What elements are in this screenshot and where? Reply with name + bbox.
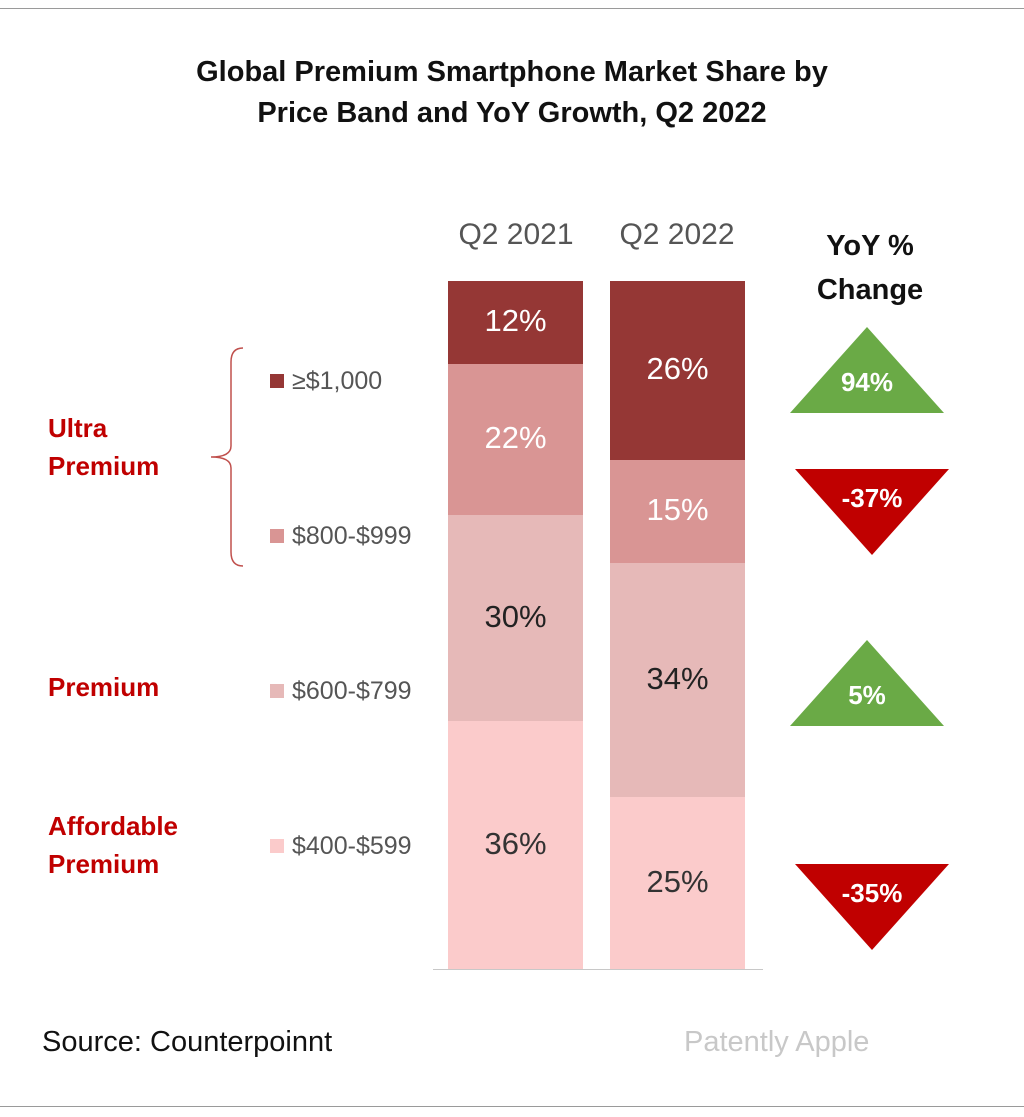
source-note: Source: Counterpoinnt — [42, 1026, 333, 1058]
legend-label-800-999: $800-$999 — [292, 521, 412, 550]
x-axis-line — [433, 969, 763, 970]
legend-label-400-599: $400-$599 — [292, 831, 412, 860]
legend-item-400-599: $400-$599 — [270, 831, 412, 861]
data-label-q2-2022-800-999: 15% — [646, 492, 709, 528]
data-label-q2-2021-600-799: 30% — [484, 599, 547, 635]
yoy-value-1000-plus: 94% — [840, 367, 894, 397]
yoy-indicator-800-999: -37% — [795, 469, 949, 555]
bar-segment-q2-2022-1000-plus: 26% — [610, 281, 745, 460]
up-triangle-icon — [790, 327, 944, 413]
chart-title-line-2: Price Band and YoY Growth, Q2 2022 — [257, 97, 767, 129]
group-label-premium: Premium — [48, 668, 159, 706]
bar-q2-2022: 26% 15% 34% 25% — [610, 281, 745, 969]
legend-swatch-600-799 — [270, 684, 284, 698]
ultra-premium-brace — [210, 347, 244, 567]
legend-label-1000-plus: ≥$1,000 — [292, 366, 383, 395]
group-label-affordable-premium-line-2: Premium — [48, 849, 160, 879]
down-triangle-icon — [795, 864, 949, 950]
yoy-value-400-599: -35% — [841, 878, 903, 908]
bar-segment-q2-2021-800-999: 22% — [448, 363, 583, 515]
data-label-q2-2022-600-799: 34% — [646, 661, 709, 697]
legend-item-800-999: $800-$999 — [270, 521, 412, 551]
yoy-indicator-1000-plus: 94% — [790, 327, 944, 413]
watermark: Patently Apple — [684, 1026, 870, 1058]
group-label-ultra-premium-line-2: Premium — [48, 451, 160, 481]
brace-path — [210, 347, 244, 567]
up-triangle-icon — [790, 640, 944, 726]
chart-title: Global Premium Smartphone Market Share b… — [0, 52, 1024, 134]
data-label-q2-2022-400-599: 25% — [646, 864, 709, 899]
group-label-affordable-premium: Affordable Premium — [48, 807, 178, 883]
data-label-q2-2022-1000-plus: 26% — [646, 351, 709, 387]
yoy-indicator-600-799: 5% — [790, 640, 944, 726]
legend-item-1000-plus: ≥$1,000 — [270, 366, 382, 396]
bar-segment-q2-2022-400-599: 25% — [610, 797, 745, 969]
group-label-ultra-premium: Ultra Premium — [48, 409, 159, 485]
column-header-q2-2021: Q2 2021 — [458, 218, 574, 251]
data-label-q2-2021-800-999: 22% — [484, 420, 547, 456]
legend-swatch-400-599 — [270, 839, 284, 853]
chart-frame — [0, 8, 1024, 1107]
bar-segment-q2-2022-600-799: 34% — [610, 563, 745, 797]
chart-title-line-1: Global Premium Smartphone Market Share b… — [196, 56, 828, 88]
yoy-value-600-799: 5% — [848, 680, 886, 710]
yoy-value-800-999: -37% — [841, 483, 903, 513]
legend-swatch-1000-plus — [270, 374, 284, 388]
group-label-premium-line-1: Premium — [48, 672, 160, 702]
group-label-ultra-premium-line-1: Ultra — [48, 413, 108, 443]
yoy-header: YoY % Change — [790, 224, 950, 312]
yoy-header-line-2: Change — [816, 274, 924, 306]
legend-item-600-799: $600-$799 — [270, 676, 412, 706]
bar-q2-2021: 12% 22% 30% 36% — [448, 281, 583, 969]
data-label-q2-2021-1000-plus: 12% — [484, 303, 547, 339]
yoy-indicator-400-599: -35% — [795, 864, 949, 950]
column-header-q2-2022: Q2 2022 — [619, 218, 735, 251]
data-label-q2-2021-400-599: 36% — [484, 826, 547, 862]
group-label-affordable-premium-line-1: Affordable — [48, 811, 178, 841]
down-triangle-icon — [795, 469, 949, 555]
yoy-header-line-1: YoY % — [826, 230, 914, 262]
legend-swatch-800-999 — [270, 529, 284, 543]
bar-segment-q2-2021-400-599: 36% — [448, 721, 583, 969]
legend-label-600-799: $600-$799 — [292, 676, 412, 705]
bar-segment-q2-2022-800-999: 15% — [610, 459, 745, 564]
bar-segment-q2-2021-1000-plus: 12% — [448, 281, 583, 364]
bar-segment-q2-2021-600-799: 30% — [448, 514, 583, 722]
